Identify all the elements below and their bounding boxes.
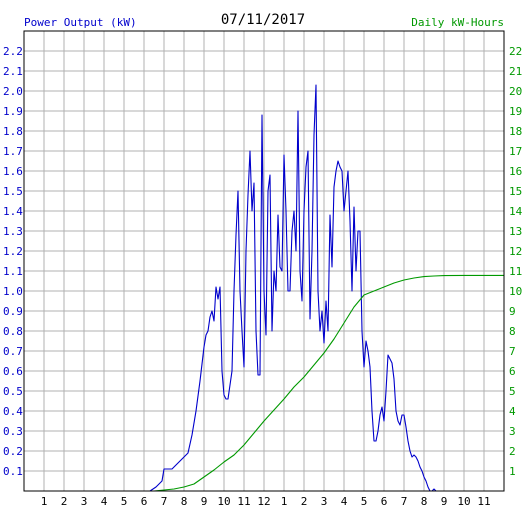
y-tick-label-right: 1 — [509, 465, 516, 478]
y-tick-label-right: 4 — [509, 405, 516, 418]
x-tick-label: 7 — [161, 495, 168, 508]
x-tick-label: 8 — [181, 495, 188, 508]
daily-energy-line — [153, 274, 504, 492]
y-tick-label-left: 0.8 — [3, 325, 23, 338]
x-tick-label: 6 — [381, 495, 388, 508]
y-tick-label-left: 1.3 — [3, 225, 23, 238]
y-tick-label-right: 9 — [509, 305, 516, 318]
y-tick-label-right: 7 — [509, 345, 516, 358]
left-axis-label: Power Output (kW) — [24, 16, 137, 29]
y-tick-label-right: 17 — [509, 145, 522, 158]
y-tick-label-left: 0.3 — [3, 425, 23, 438]
y-tick-label-left: 1.8 — [3, 125, 23, 138]
x-tick-label: 1 — [281, 495, 288, 508]
y-tick-label-left: 1.6 — [3, 165, 23, 178]
y-tick-label-right: 18 — [509, 125, 522, 138]
y-tick-label-left: 1.0 — [3, 285, 23, 298]
y-tick-label-left: 2.1 — [3, 65, 23, 78]
x-tick-label: 3 — [321, 495, 328, 508]
y-tick-label-right: 2 — [509, 445, 516, 458]
grid-layer — [24, 31, 504, 491]
y-tick-label-left: 1.2 — [3, 245, 23, 258]
x-tick-label: 6 — [141, 495, 148, 508]
tick-layer: 1 2 3 4 5 6 7 8 9 10 11 12 1 2 3 4 5 6 7 8 9 10 110.10.20.30.4… — [3, 45, 523, 508]
y-tick-label-right: 6 — [509, 365, 516, 378]
series-layer — [149, 84, 504, 492]
y-tick-label-right: 20 — [509, 85, 522, 98]
y-tick-label-left: 1.4 — [3, 205, 23, 218]
y-tick-label-left: 0.4 — [3, 405, 23, 418]
y-tick-label-right: 22 — [509, 45, 522, 58]
x-tick-label: 10 — [457, 495, 470, 508]
y-tick-label-right: 14 — [509, 205, 523, 218]
x-tick-label: 5 — [121, 495, 128, 508]
y-tick-label-left: 0.9 — [3, 305, 23, 318]
y-tick-label-right: 21 — [509, 65, 522, 78]
x-tick-label: 4 — [101, 495, 108, 508]
x-tick-label: 1 — [41, 495, 48, 508]
y-tick-label-left: 0.5 — [3, 385, 23, 398]
y-tick-label-left: 0.2 — [3, 445, 23, 458]
chart-title: 07/11/2017 — [221, 12, 305, 28]
x-tick-label: 2 — [61, 495, 68, 508]
y-tick-label-right: 15 — [509, 185, 522, 198]
y-tick-label-right: 5 — [509, 385, 516, 398]
y-tick-label-left: 0.7 — [3, 345, 23, 358]
right-axis-label: Daily kW-Hours — [411, 16, 504, 29]
y-tick-label-right: 8 — [509, 325, 516, 338]
x-tick-label: 12 — [257, 495, 270, 508]
x-tick-label: 10 — [217, 495, 230, 508]
y-tick-label-right: 12 — [509, 245, 522, 258]
power-output-line — [149, 84, 444, 492]
y-tick-label-left: 1.9 — [3, 105, 23, 118]
y-tick-label-left: 0.6 — [3, 365, 23, 378]
y-tick-label-left: 1.1 — [3, 265, 23, 278]
y-tick-label-left: 2.0 — [3, 85, 23, 98]
y-tick-label-right: 3 — [509, 425, 516, 438]
x-tick-label: 9 — [201, 495, 208, 508]
y-tick-label-left: 0.1 — [3, 465, 23, 478]
x-tick-label: 11 — [237, 495, 250, 508]
y-tick-label-left: 1.7 — [3, 145, 23, 158]
x-tick-label: 3 — [81, 495, 88, 508]
plot-frame — [23, 30, 505, 492]
y-tick-label-right: 16 — [509, 165, 522, 178]
y-tick-label-left: 1.5 — [3, 185, 23, 198]
y-tick-label-right: 11 — [509, 265, 522, 278]
y-tick-label-right: 13 — [509, 225, 522, 238]
y-tick-label-left: 2.2 — [3, 45, 23, 58]
x-tick-label: 7 — [401, 495, 408, 508]
x-tick-label: 2 — [301, 495, 308, 508]
y-tick-label-right: 10 — [509, 285, 522, 298]
x-tick-label: 9 — [441, 495, 448, 508]
x-tick-label: 11 — [477, 495, 490, 508]
y-tick-label-right: 19 — [509, 105, 522, 118]
x-tick-label: 8 — [421, 495, 428, 508]
x-tick-label: 5 — [361, 495, 368, 508]
x-tick-label: 4 — [341, 495, 348, 508]
